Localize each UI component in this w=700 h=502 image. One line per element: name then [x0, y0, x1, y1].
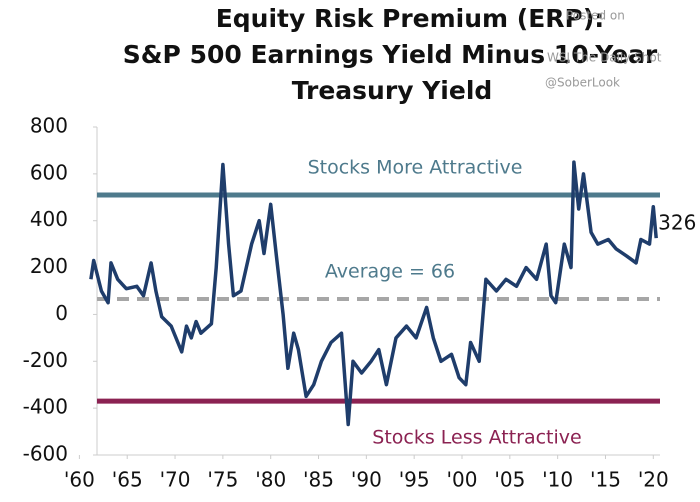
y-tick-label: -400: [23, 395, 68, 419]
data-line: [89, 160, 658, 427]
chart-title: S&P 500 Earnings Yield Minus 10-Year: [123, 40, 658, 69]
x-tick-label: '70: [160, 468, 191, 492]
chart-title: Treasury Yield: [292, 76, 493, 105]
x-tick-label: '90: [351, 468, 382, 492]
x-tick-label: '20: [638, 468, 669, 492]
reference-label: Stocks Less Attractive: [372, 427, 581, 449]
x-tick-label: '10: [542, 468, 573, 492]
y-tick-label: 200: [30, 254, 68, 278]
y-tick-label: 600: [30, 160, 68, 184]
y-tick-label: 400: [30, 207, 68, 231]
watermark: @SoberLook: [545, 76, 620, 90]
x-tick-label: '80: [255, 468, 286, 492]
x-tick-label: '60: [64, 468, 95, 492]
x-tick-label: '65: [112, 468, 143, 492]
watermark: WSJ The Daily Shot: [547, 51, 662, 65]
x-tick-label: '75: [207, 468, 238, 492]
end-label: 326: [658, 211, 696, 235]
x-tick-label: '85: [303, 468, 334, 492]
reference-label: Average = 66: [325, 260, 455, 282]
watermark: Posted on: [566, 9, 625, 23]
chart-title: Equity Risk Premium (ERP):: [216, 4, 605, 33]
x-tick-label: '95: [399, 468, 430, 492]
y-tick-label: 800: [30, 114, 68, 138]
y-tick-label: -200: [23, 348, 68, 372]
x-tick-label: '00: [447, 468, 478, 492]
y-tick-label: -600: [23, 442, 68, 466]
x-tick-label: '05: [494, 468, 525, 492]
x-tick-label: '15: [590, 468, 621, 492]
y-tick-label: 0: [55, 301, 68, 325]
reference-label: Stocks More Attractive: [308, 156, 523, 178]
